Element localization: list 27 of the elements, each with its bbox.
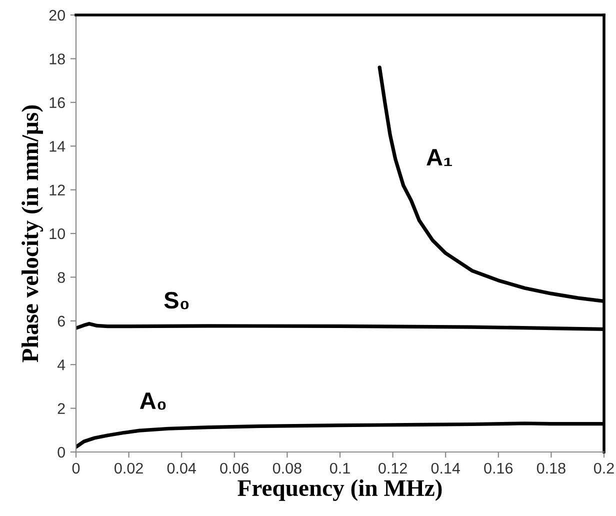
- y-tick-label: 16: [50, 97, 65, 108]
- series-label: S₀: [164, 292, 189, 310]
- y-tick-label: 2: [58, 403, 65, 414]
- x-tick-label: 0.06: [220, 462, 249, 474]
- y-tick-label: 0: [58, 446, 65, 458]
- series-label: A₀: [140, 392, 166, 410]
- x-tick-label: 0.02: [114, 462, 143, 474]
- y-tick-label: 8: [58, 272, 65, 283]
- y-tick-label: 10: [50, 228, 65, 240]
- y-tick-label: 14: [50, 141, 66, 152]
- series-label: A₁: [426, 149, 452, 166]
- x-tick-label: 0.1: [330, 462, 350, 474]
- y-tick-label: 6: [58, 316, 65, 327]
- x-tick-label: 0.16: [484, 462, 513, 474]
- y-axis-title: Phase velocity (in mm/µs): [22, 105, 44, 362]
- x-tick-label: 0.2: [594, 462, 614, 474]
- x-tick-label: 0.18: [536, 462, 566, 474]
- y-tick-label: 12: [50, 184, 65, 196]
- x-axis-title: Frequency (in MHz): [238, 479, 442, 501]
- x-tick-label: 0.12: [378, 462, 407, 474]
- y-tick-label: 4: [57, 360, 66, 370]
- x-tick-label: 0: [72, 462, 80, 474]
- x-tick-label: 0.04: [167, 462, 196, 474]
- y-tick-label: 18: [50, 54, 65, 64]
- y-tick-label: 20: [49, 10, 65, 21]
- x-tick-label: 0.08: [272, 462, 302, 474]
- x-tick-label: 0.14: [431, 462, 460, 474]
